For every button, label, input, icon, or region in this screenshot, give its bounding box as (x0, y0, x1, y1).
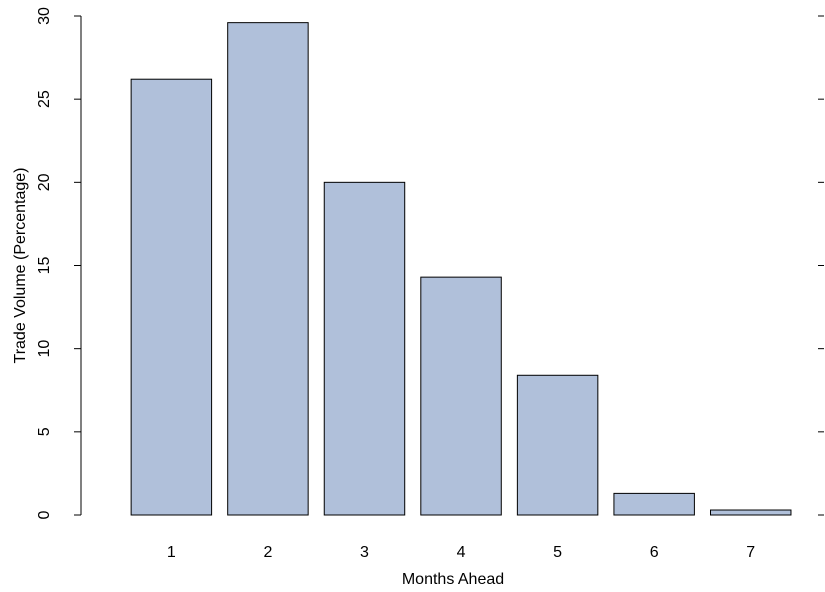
y-axis-right (818, 15, 824, 516)
y-axis-label: Trade Volume (Percentage) (12, 168, 29, 364)
bar-4 (420, 276, 502, 516)
x-tick-label-4: 4 (457, 544, 466, 561)
x-tick-label-1: 1 (167, 544, 176, 561)
x-axis-tick-labels: 1 2 3 4 5 6 7 (167, 544, 755, 561)
bar-1 (130, 78, 213, 516)
y-tick-label-20: 20 (36, 173, 53, 191)
x-tick-label-6: 6 (650, 544, 659, 561)
x-tick-label-5: 5 (553, 544, 562, 561)
y-axis-left: 0 5 10 15 20 25 30 (36, 7, 82, 519)
x-tick-label-7: 7 (746, 544, 755, 561)
y-tick-label-30: 30 (36, 7, 53, 25)
y-tick-label-10: 10 (36, 340, 53, 358)
bar-2 (227, 22, 309, 516)
y-tick-label-15: 15 (36, 257, 53, 275)
y-tick-label-5: 5 (36, 427, 53, 436)
y-tick-label-0: 0 (36, 510, 53, 519)
bar-5 (516, 374, 599, 516)
x-tick-label-3: 3 (360, 544, 369, 561)
x-tick-label-2: 2 (263, 544, 272, 561)
bar-3 (323, 181, 406, 516)
x-axis-label: Months Ahead (402, 571, 504, 588)
bars-group (130, 22, 792, 516)
bar-6 (613, 492, 695, 516)
bar-7 (710, 509, 792, 516)
y-tick-label-25: 25 (36, 90, 53, 108)
